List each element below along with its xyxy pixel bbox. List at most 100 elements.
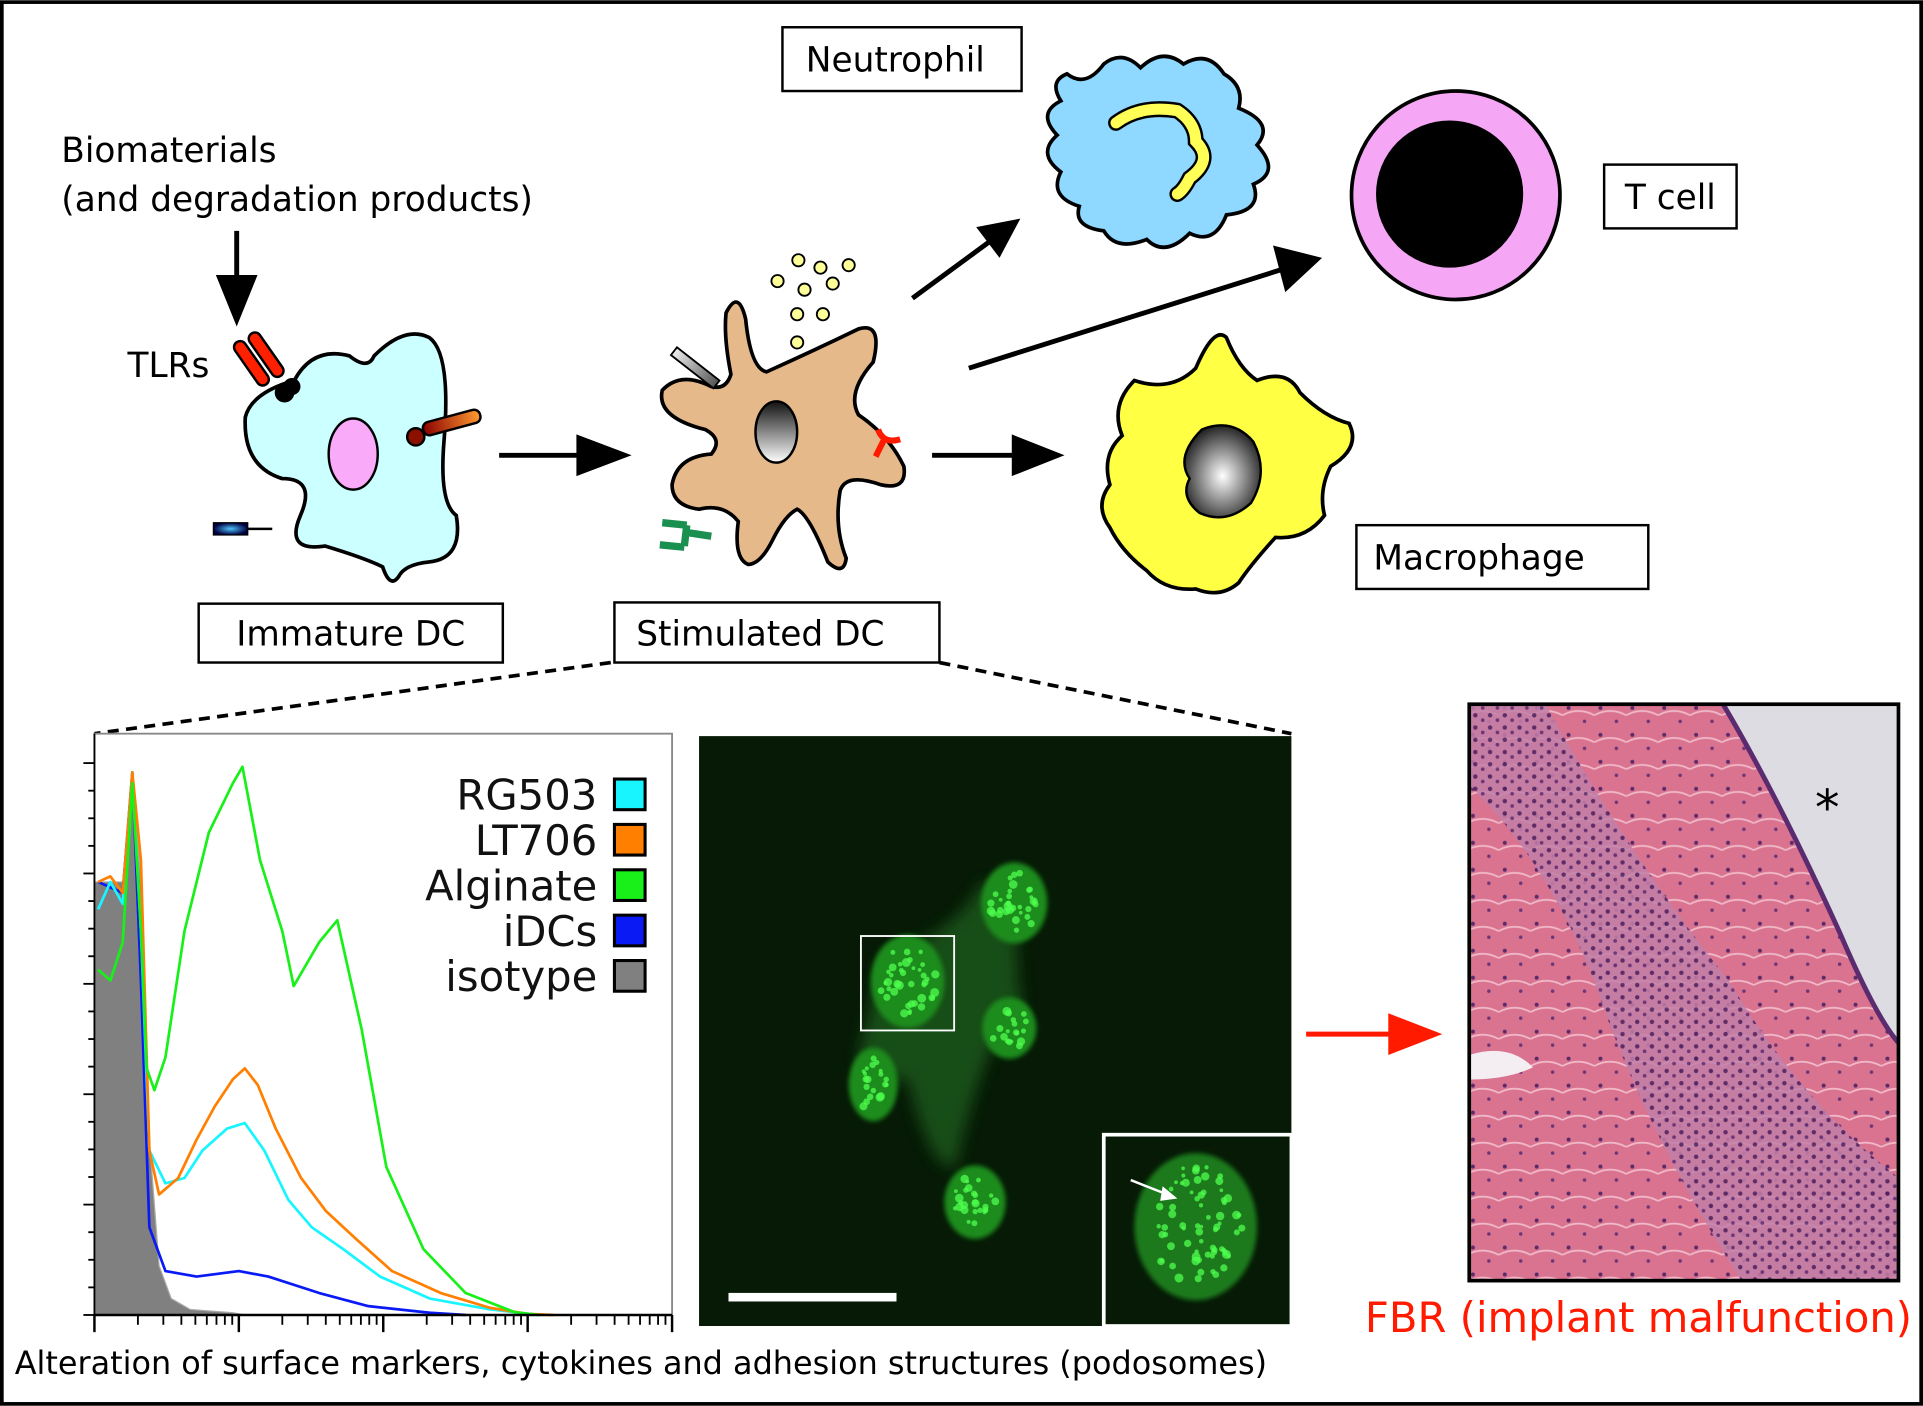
podosome-dot <box>989 1035 997 1042</box>
podosome-dot <box>897 961 903 967</box>
podosome-dot <box>964 1184 973 1192</box>
podosome-dot <box>877 987 885 995</box>
podosome-dot <box>987 899 995 907</box>
podosome-dot <box>971 1199 979 1206</box>
t-cell <box>1349 89 1562 302</box>
white-arrow-icon <box>1130 1178 1178 1201</box>
podosome-dot <box>1168 1210 1177 1219</box>
podosome-dot <box>965 1179 970 1184</box>
podosome-dot <box>883 1076 889 1083</box>
podosome-dot <box>883 977 893 987</box>
podosome-dot <box>1011 916 1020 925</box>
podosome-dot <box>921 978 929 986</box>
podosome-dot <box>1007 875 1013 881</box>
podosome-dot <box>1181 1166 1185 1171</box>
podosome-dot <box>1169 1262 1177 1270</box>
podosome-dot <box>1169 1203 1177 1211</box>
immature-dc-cell <box>212 331 482 583</box>
podosome-dot <box>866 1093 874 1101</box>
podosome-dot <box>998 897 1003 902</box>
podosome-dot <box>1025 905 1032 913</box>
podosome-dot <box>1191 1256 1201 1266</box>
podosome-dot <box>1233 1229 1240 1236</box>
podosome-dot <box>1209 1253 1215 1259</box>
podosome-dot <box>862 1075 870 1083</box>
podosome-dot <box>995 910 1004 919</box>
podosome-dot <box>1027 920 1035 928</box>
zoom-box <box>860 935 956 1032</box>
podosome-dot <box>992 891 999 898</box>
grey-receptor-icon <box>669 346 721 390</box>
zoom-line-left <box>94 660 611 736</box>
series-lt706-line <box>97 770 554 1317</box>
podosome-dot <box>1194 1275 1202 1283</box>
legend-swatch-isotype <box>612 959 647 993</box>
histology-image: * <box>1467 702 1901 1283</box>
podosome-dot <box>1011 1020 1018 1027</box>
podosome-dot <box>1215 1177 1224 1186</box>
fbr-label: FBR (implant malfunction) <box>1365 1293 1912 1342</box>
podosome-dot <box>870 1055 877 1062</box>
tlr-receptor-icon <box>232 331 301 403</box>
podosome-dot <box>864 1066 869 1071</box>
podosome-dot <box>1027 886 1034 893</box>
podosome-dot <box>1197 1191 1205 1199</box>
podosome-dot <box>1005 1029 1010 1034</box>
podosome-dot <box>893 979 902 988</box>
podosome-dot <box>996 1024 1004 1033</box>
podosome-dot <box>1181 1173 1186 1178</box>
podosome-dot <box>1179 1181 1184 1186</box>
podosome-dot <box>1013 927 1020 933</box>
legend-swatch-alginate <box>612 868 647 902</box>
podosome-dot <box>917 1003 926 1011</box>
podosome-dot <box>1168 1186 1174 1192</box>
podosome-dot <box>907 1000 916 1008</box>
podosome-dot <box>1226 1253 1231 1259</box>
podosome-dot <box>991 1197 1000 1206</box>
podosome-dot <box>976 1177 981 1183</box>
stimulated-dc-label-box <box>613 601 941 664</box>
podosome-dot <box>1192 1164 1201 1173</box>
podosome-dot <box>1194 1249 1199 1254</box>
podosome-dot <box>1014 1031 1020 1036</box>
podosome-dot <box>1201 1172 1210 1181</box>
podosome-dot <box>1181 1226 1186 1231</box>
podosome-dot <box>1002 908 1010 916</box>
legend-label-lt706: LT706 <box>475 816 598 865</box>
green-receptor-icon <box>659 519 712 551</box>
cytokine-dots-icon <box>770 253 856 350</box>
legend-label-rg503: RG503 <box>456 771 597 820</box>
podosome-dot <box>883 993 891 1001</box>
macrophage-cell <box>1100 333 1355 595</box>
podosome-dot <box>1155 1202 1164 1211</box>
podosome-dot <box>966 1219 971 1224</box>
podosome-dot <box>1002 1006 1012 1016</box>
podosome-dot <box>977 1207 983 1214</box>
podosome-dot <box>911 966 916 971</box>
podosome-dot <box>875 1092 885 1102</box>
podosome-dot <box>1018 910 1023 915</box>
stimulated-dc-cell <box>659 253 907 571</box>
podosome-dot <box>982 1203 989 1211</box>
podosome-dot <box>1204 1165 1209 1170</box>
legend-swatch-lt706 <box>612 822 647 857</box>
immature-dc-label-box <box>197 602 505 664</box>
arrow-to-t-cell-icon <box>968 245 1323 371</box>
podosome-dot <box>1181 1178 1190 1187</box>
podosome-dot <box>1009 1039 1014 1044</box>
podosome-dot <box>907 980 915 988</box>
podosome-dot <box>1015 1042 1023 1050</box>
podosome-dot <box>1016 869 1023 877</box>
podosome-dot <box>1204 1251 1212 1258</box>
podosome-dot <box>1174 1273 1184 1283</box>
arrow-to-neutrophil-icon <box>910 218 1021 301</box>
podosome-dot <box>1024 913 1031 920</box>
legend-swatch-rg503 <box>612 777 647 812</box>
fluorescence-micrograph <box>699 736 1294 1328</box>
podosome-dot <box>1195 1227 1204 1236</box>
plot-area <box>93 732 673 1316</box>
legend-label-alginate: Alginate <box>425 861 597 910</box>
podosome-dot <box>958 1200 964 1205</box>
